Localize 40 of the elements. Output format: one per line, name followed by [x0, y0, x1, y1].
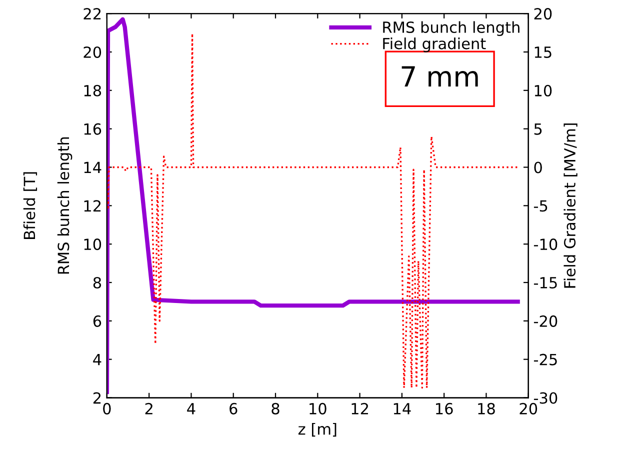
- x-tick-label: 4: [187, 403, 196, 414]
- y-tick-label: 22: [84, 8, 101, 20]
- y-tick-label: 10: [84, 238, 102, 250]
- legend-label: RMS bunch length: [383, 21, 520, 36]
- y2-tick-label: 10: [534, 84, 552, 96]
- y-tick-label: 16: [84, 123, 102, 135]
- x-axis-title: z [m]: [298, 422, 336, 437]
- y-tick-label: 20: [84, 46, 102, 58]
- y2-tick-label: -15: [534, 277, 557, 289]
- legend-label: Field gradient: [383, 38, 486, 52]
- y-axis-title: Bfield [T]: [23, 172, 38, 239]
- y2-tick-label: 5: [534, 123, 542, 135]
- x-tick-label: 0: [103, 402, 111, 414]
- y-tick-label: 4: [93, 354, 102, 366]
- y-tick-label: 18: [84, 84, 102, 96]
- y-tick-label: 12: [84, 200, 101, 212]
- x-tick-label: 16: [436, 402, 453, 414]
- y-tick-label: 8: [93, 276, 102, 289]
- x-tick-label: 8: [272, 402, 280, 414]
- y2-tick-label: 20: [534, 8, 552, 20]
- x-tick-label: 18: [478, 402, 495, 414]
- y-tick-label: 6: [93, 315, 102, 327]
- x-tick-label: 20: [520, 402, 538, 414]
- annotation: 7 mm: [402, 66, 478, 87]
- y2-tick-label: 15: [534, 46, 552, 58]
- text: RMS bunch length: [57, 137, 72, 274]
- y2-tick-label: -5: [534, 200, 548, 212]
- x-tick-label: 6: [230, 402, 238, 414]
- y-tick-label: 2: [93, 392, 101, 404]
- y2-tick-label: -25: [534, 354, 557, 366]
- x-tick-label: 12: [352, 402, 368, 414]
- x-tick-label: 14: [394, 403, 411, 414]
- y2-tick-label: -20: [534, 315, 558, 327]
- y2-tick-label: 0: [534, 162, 542, 174]
- y-tick-label: 14: [84, 162, 102, 174]
- y2-axis-title: Field Gradient [MV/m]: [564, 123, 578, 288]
- y2-tick-label: -10: [534, 238, 558, 250]
- x-tick-label: 10: [310, 402, 326, 414]
- x-tick-label: 2: [145, 402, 152, 414]
- y2-tick-label: -30: [534, 392, 558, 404]
